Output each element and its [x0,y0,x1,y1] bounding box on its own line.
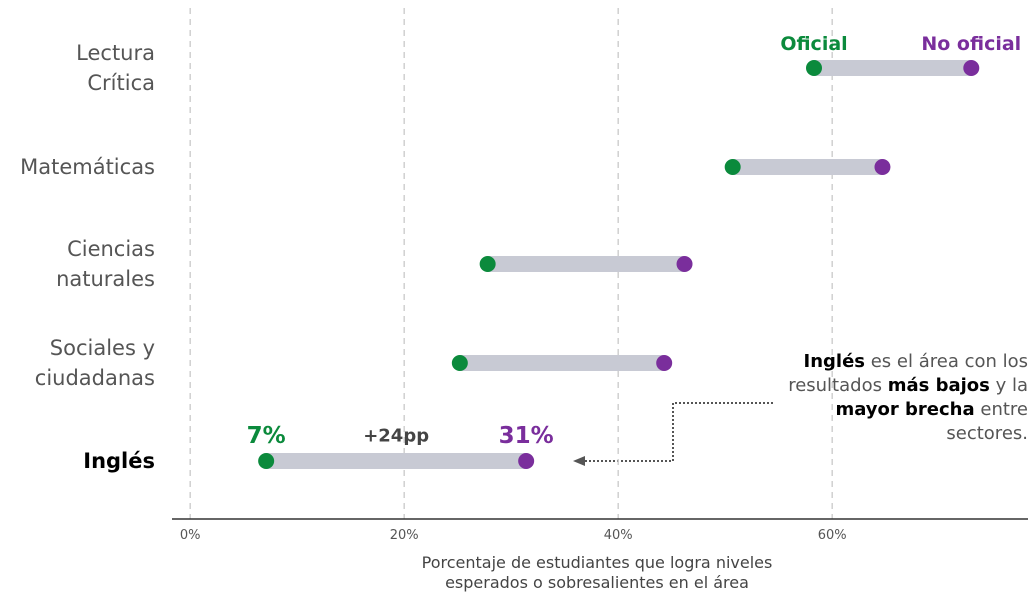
annotation-text: es el área con los resultados [788,351,1028,396]
annotation: Inglés es el área con los resultados más… [778,350,1028,446]
dot [963,60,980,76]
value-label: 7% [246,423,286,449]
legend-label: Oficial [780,33,848,55]
x-tick-label: 60% [817,528,847,543]
arrow-head [573,456,585,466]
gap-label: +24pp [363,425,430,447]
annotation-text: entre sectores. [946,399,1028,444]
x-tick-label: 0% [179,528,201,543]
dot [258,453,275,469]
category-label: Ciencias naturales [56,237,155,291]
annotation-arrow [585,402,773,462]
x-axis-label: Porcentaje de estudiantes que logra nive… [421,553,773,592]
dot [874,159,891,175]
dot [479,256,496,272]
annotation-text: mayor brecha [835,399,975,420]
dot [724,159,741,175]
category-label: Inglés [83,449,155,473]
dot [518,453,535,469]
category-label: Lectura Crítica [76,41,155,95]
category-label: Matemáticas [20,155,155,179]
dot [656,355,673,371]
dot [451,355,468,371]
dot [676,256,693,272]
legend-label: No oficial [921,33,1022,55]
category-label: Sociales y ciudadanas [34,336,155,390]
x-tick-label: 40% [603,528,633,543]
dot [806,60,822,76]
value-label: 31% [498,423,554,449]
annotation-text: y la [989,375,1028,396]
annotation-text: más bajos [887,375,990,396]
annotation-text: Inglés [803,351,866,372]
x-tick-label: 20% [389,528,419,543]
